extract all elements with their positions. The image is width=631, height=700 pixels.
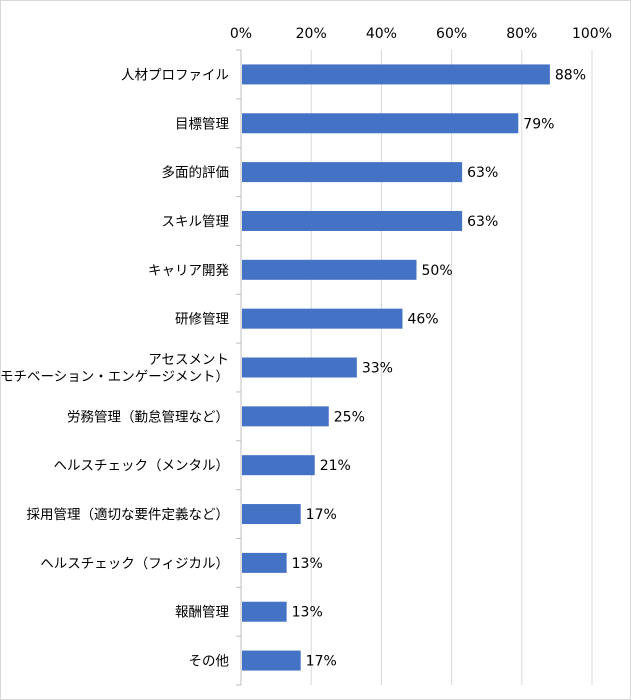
category-label: アセスメント bbox=[148, 352, 229, 368]
x-tick-label: 20% bbox=[296, 26, 327, 42]
bar bbox=[242, 259, 417, 280]
data-label: 13% bbox=[292, 605, 323, 621]
category-label: 報酬管理 bbox=[175, 605, 229, 621]
bar bbox=[242, 357, 357, 378]
x-tick-label: 60% bbox=[436, 26, 467, 42]
data-label: 17% bbox=[306, 654, 337, 670]
data-label: 21% bbox=[320, 458, 351, 474]
category-label: （モチベーション・エンゲージメント） bbox=[0, 369, 229, 385]
data-label: 88% bbox=[555, 67, 586, 83]
category-label: スキル管理 bbox=[162, 214, 230, 230]
category-label: 採用管理（適切な要件定義など） bbox=[27, 506, 230, 523]
data-label: 50% bbox=[422, 263, 453, 279]
bar bbox=[242, 162, 463, 183]
category-label: キャリア開発 bbox=[148, 263, 229, 279]
bar bbox=[242, 64, 550, 85]
data-label: 17% bbox=[306, 507, 337, 523]
bar bbox=[242, 455, 315, 476]
bar bbox=[242, 113, 519, 134]
bar bbox=[242, 406, 329, 427]
category-label: その他 bbox=[189, 654, 230, 670]
category-label: 多面的評価 bbox=[162, 164, 230, 181]
bar bbox=[242, 552, 287, 573]
data-label: 46% bbox=[407, 312, 438, 328]
category-label: 人材プロファイル bbox=[121, 67, 229, 83]
data-label: 33% bbox=[362, 361, 393, 377]
data-label: 25% bbox=[334, 409, 365, 425]
category-label: 目標管理 bbox=[175, 116, 229, 132]
x-tick-label: 80% bbox=[506, 26, 537, 42]
bar bbox=[242, 650, 301, 671]
data-label: 13% bbox=[292, 556, 323, 572]
bar bbox=[242, 210, 463, 231]
category-label: 労務管理（勤怠管理など） bbox=[67, 409, 229, 425]
bar bbox=[242, 308, 403, 329]
bar bbox=[242, 601, 287, 622]
data-label: 63% bbox=[467, 165, 498, 181]
category-label: 研修管理 bbox=[175, 312, 229, 328]
x-tick-label: 100% bbox=[572, 26, 612, 42]
category-label: ヘルスチェック（フィジカル） bbox=[40, 556, 229, 572]
data-label: 63% bbox=[467, 214, 498, 230]
bar bbox=[242, 504, 301, 525]
category-label: ヘルスチェック（メンタル） bbox=[54, 458, 230, 474]
x-tick-label: 40% bbox=[366, 26, 397, 42]
x-tick-label: 0% bbox=[230, 26, 252, 42]
data-label: 79% bbox=[523, 116, 554, 132]
